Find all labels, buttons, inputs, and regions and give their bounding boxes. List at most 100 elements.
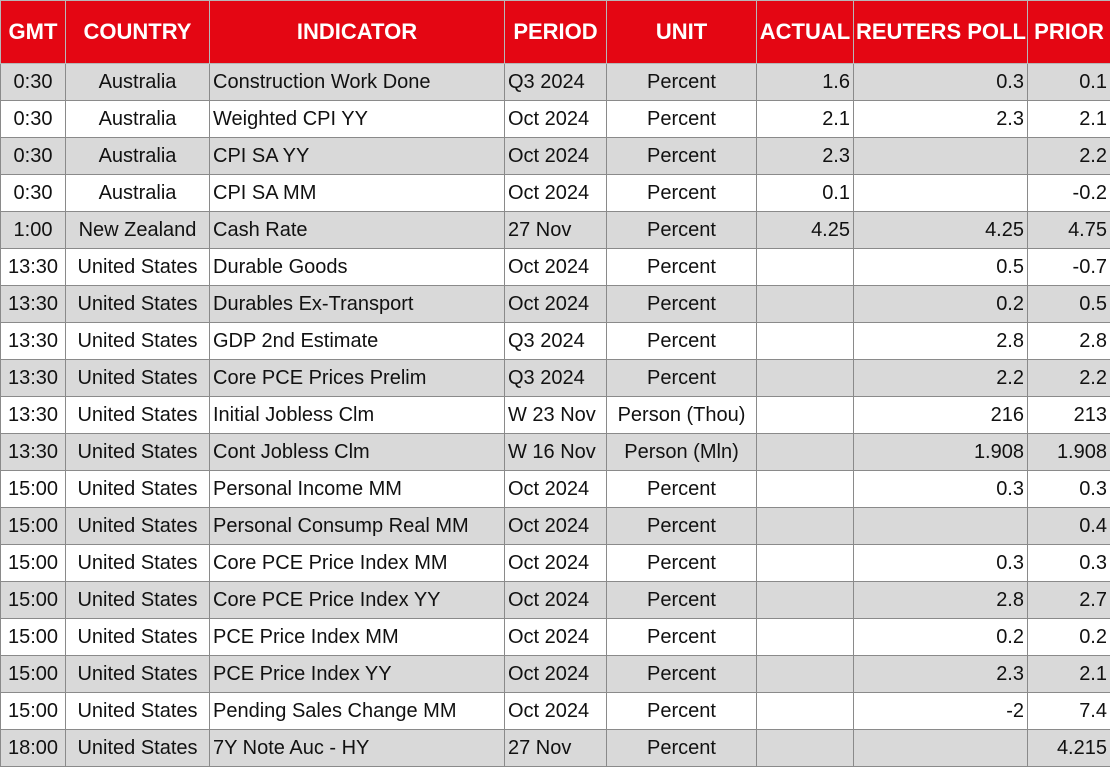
country-cell: United States [66, 471, 210, 508]
unit-cell: Percent [607, 693, 757, 730]
period-cell: 27 Nov [505, 212, 607, 249]
reuters-poll-cell: 0.2 [854, 286, 1028, 323]
reuters-poll-cell: -2 [854, 693, 1028, 730]
indicator-cell: CPI SA YY [210, 138, 505, 175]
actual-cell: 4.25 [757, 212, 854, 249]
prior-cell: 2.1 [1028, 101, 1110, 138]
actual-cell [757, 323, 854, 360]
actual-cell [757, 286, 854, 323]
unit-cell: Percent [607, 138, 757, 175]
reuters-poll-cell [854, 138, 1028, 175]
actual-cell [757, 249, 854, 286]
actual-cell [757, 545, 854, 582]
indicator-cell: Weighted CPI YY [210, 101, 505, 138]
country-cell: Australia [66, 175, 210, 212]
country-cell: United States [66, 582, 210, 619]
actual-cell: 2.3 [757, 138, 854, 175]
unit-cell: Percent [607, 101, 757, 138]
header-prior: PRIOR [1028, 1, 1110, 64]
unit-cell: Percent [607, 212, 757, 249]
indicator-cell: PCE Price Index MM [210, 619, 505, 656]
reuters-poll-cell: 216 [854, 397, 1028, 434]
prior-cell: -0.7 [1028, 249, 1110, 286]
prior-cell: -0.2 [1028, 175, 1110, 212]
reuters-poll-cell [854, 175, 1028, 212]
gmt-cell: 13:30 [1, 397, 66, 434]
country-cell: United States [66, 323, 210, 360]
reuters-poll-cell: 2.2 [854, 360, 1028, 397]
reuters-poll-cell: 2.3 [854, 656, 1028, 693]
country-cell: United States [66, 656, 210, 693]
gmt-cell: 15:00 [1, 508, 66, 545]
country-cell: Australia [66, 101, 210, 138]
reuters-poll-cell: 2.8 [854, 582, 1028, 619]
actual-cell: 2.1 [757, 101, 854, 138]
header-unit: UNIT [607, 1, 757, 64]
indicator-cell: 7Y Note Auc - HY [210, 730, 505, 767]
gmt-cell: 15:00 [1, 656, 66, 693]
header-period: PERIOD [505, 1, 607, 64]
unit-cell: Percent [607, 64, 757, 101]
reuters-poll-cell: 2.8 [854, 323, 1028, 360]
period-cell: Oct 2024 [505, 545, 607, 582]
period-cell: Oct 2024 [505, 656, 607, 693]
country-cell: United States [66, 619, 210, 656]
actual-cell [757, 508, 854, 545]
gmt-cell: 13:30 [1, 286, 66, 323]
reuters-poll-cell [854, 508, 1028, 545]
header-gmt: GMT [1, 1, 66, 64]
indicator-cell: Cont Jobless Clm [210, 434, 505, 471]
prior-cell: 0.1 [1028, 64, 1110, 101]
unit-cell: Percent [607, 323, 757, 360]
period-cell: Oct 2024 [505, 471, 607, 508]
gmt-cell: 13:30 [1, 249, 66, 286]
prior-cell: 0.5 [1028, 286, 1110, 323]
indicator-cell: GDP 2nd Estimate [210, 323, 505, 360]
indicator-cell: Core PCE Price Index MM [210, 545, 505, 582]
reuters-poll-cell: 0.3 [854, 471, 1028, 508]
gmt-cell: 0:30 [1, 64, 66, 101]
indicator-cell: Pending Sales Change MM [210, 693, 505, 730]
actual-cell [757, 397, 854, 434]
actual-cell: 0.1 [757, 175, 854, 212]
country-cell: Australia [66, 64, 210, 101]
indicator-cell: Personal Consump Real MM [210, 508, 505, 545]
period-cell: Oct 2024 [505, 101, 607, 138]
country-cell: United States [66, 545, 210, 582]
reuters-poll-cell: 0.2 [854, 619, 1028, 656]
prior-cell: 0.4 [1028, 508, 1110, 545]
gmt-cell: 15:00 [1, 471, 66, 508]
prior-cell: 2.1 [1028, 656, 1110, 693]
country-cell: Australia [66, 138, 210, 175]
prior-cell: 4.75 [1028, 212, 1110, 249]
indicator-cell: Core PCE Prices Prelim [210, 360, 505, 397]
gmt-cell: 13:30 [1, 323, 66, 360]
period-cell: Oct 2024 [505, 249, 607, 286]
gmt-cell: 0:30 [1, 138, 66, 175]
prior-cell: 4.215 [1028, 730, 1110, 767]
country-cell: United States [66, 360, 210, 397]
period-cell: Q3 2024 [505, 64, 607, 101]
period-cell: W 23 Nov [505, 397, 607, 434]
indicator-cell: Initial Jobless Clm [210, 397, 505, 434]
actual-cell [757, 693, 854, 730]
indicator-cell: PCE Price Index YY [210, 656, 505, 693]
country-cell: United States [66, 693, 210, 730]
period-cell: Q3 2024 [505, 360, 607, 397]
gmt-cell: 18:00 [1, 730, 66, 767]
actual-cell: 1.6 [757, 64, 854, 101]
header-indicator: INDICATOR [210, 1, 505, 64]
period-cell: Oct 2024 [505, 286, 607, 323]
header-row: GMT COUNTRY INDICATOR PERIOD UNIT ACTUAL… [1, 1, 1110, 64]
gmt-cell: 15:00 [1, 619, 66, 656]
gmt-cell: 0:30 [1, 175, 66, 212]
unit-cell: Percent [607, 619, 757, 656]
header-country: COUNTRY [66, 1, 210, 64]
